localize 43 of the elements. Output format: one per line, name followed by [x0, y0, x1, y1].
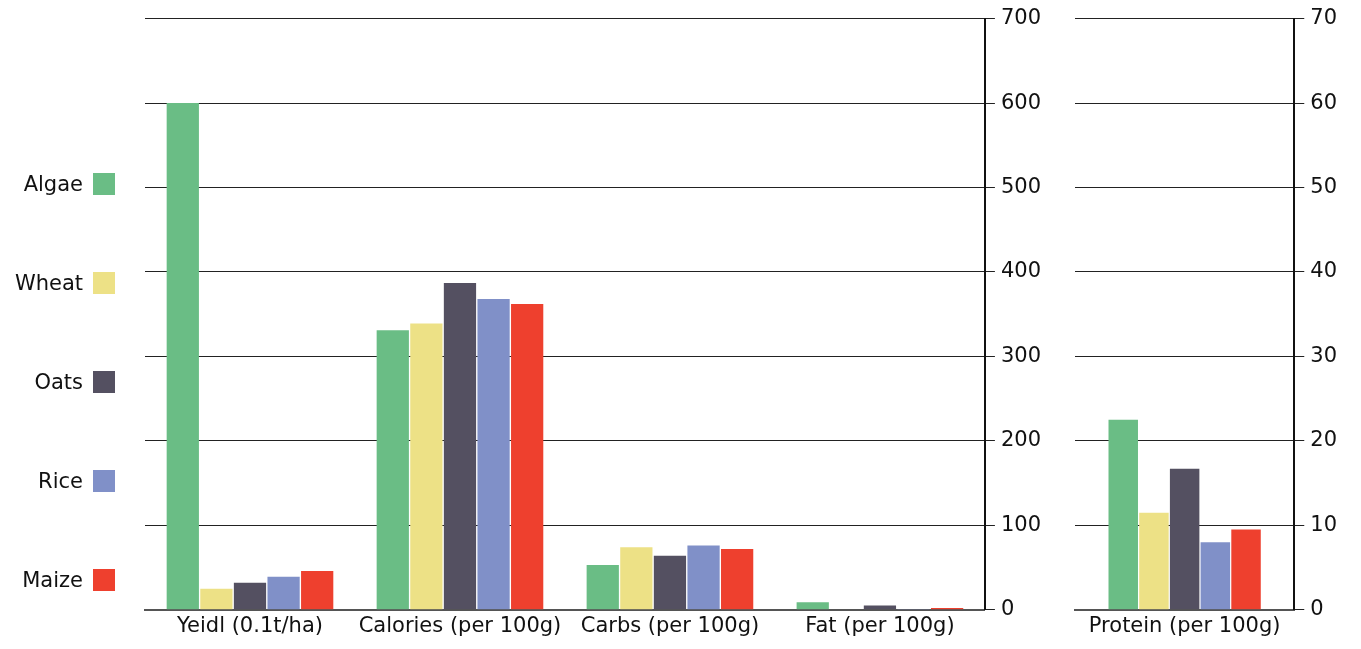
bar: [477, 299, 510, 610]
x-tick-label: Calories (per 100g): [358, 612, 562, 637]
bar: [1139, 512, 1169, 610]
y-tick-label: 70: [1310, 5, 1338, 30]
y-tick-label: 300: [1000, 342, 1042, 367]
y-tick-label: 400: [1000, 258, 1042, 283]
x-tick-label: Yeidl (0.1t/ha): [176, 612, 323, 637]
bar: [301, 570, 334, 610]
y-tick-label: 60: [1310, 89, 1338, 114]
y-tick-label: 700: [1000, 5, 1042, 30]
bar: [1231, 529, 1261, 610]
y-tick-label: 500: [1000, 173, 1042, 198]
bar: [166, 103, 199, 610]
y-tick-label: 40: [1310, 258, 1338, 283]
bar: [1200, 542, 1231, 610]
y-tick-label: 100: [1000, 511, 1042, 536]
x-tick-label: Fat (per 100g): [805, 612, 955, 637]
y-tick-label: 200: [1000, 427, 1042, 452]
bar: [586, 565, 619, 610]
y-tick-label: 30: [1310, 342, 1338, 367]
y-tick-label: 0: [1310, 596, 1324, 621]
y-tick-label: 20: [1310, 427, 1338, 452]
legend-label: Oats: [34, 370, 83, 394]
bar: [796, 602, 829, 610]
bar: [410, 323, 443, 610]
legend-label: Maize: [22, 568, 83, 592]
bar: [721, 548, 754, 610]
legend-label: Rice: [38, 469, 83, 493]
legend-label: Algae: [23, 172, 83, 196]
y-tick-label: 600: [1000, 89, 1042, 114]
legend-label: Wheat: [14, 271, 83, 295]
bar: [620, 547, 653, 610]
y-tick-label: 0: [1000, 596, 1015, 621]
bar: [376, 330, 409, 610]
bar: [511, 304, 544, 610]
y-tick-label: 50: [1310, 173, 1338, 198]
bar: [687, 545, 720, 610]
bar: [200, 588, 233, 610]
y-tick-label: 10: [1310, 511, 1338, 536]
x-tick-label: Protein (per 100g): [1088, 612, 1281, 637]
x-tick-label: Carbs (per 100g): [580, 612, 760, 637]
bar: [267, 576, 300, 610]
bar: [1108, 419, 1138, 610]
